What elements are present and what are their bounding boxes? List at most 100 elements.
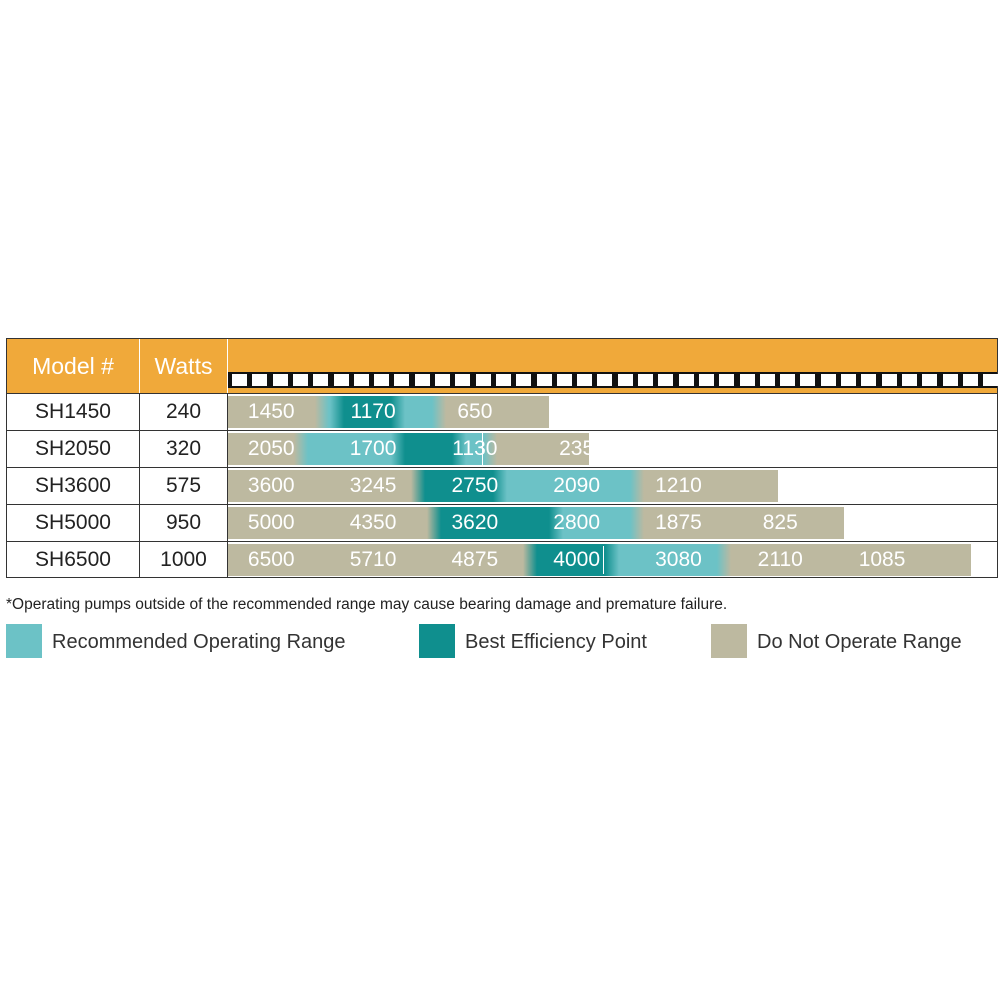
flow-label: 6500 <box>247 548 295 571</box>
do-not-operate-segment <box>228 433 295 465</box>
flow-label: 1210 <box>655 474 702 497</box>
flow-label: 650 <box>457 400 493 423</box>
scale-tick <box>414 374 430 386</box>
flow-label: 2090 <box>553 474 601 497</box>
do-not-operate-segment <box>482 433 590 465</box>
scale-tick <box>922 374 938 386</box>
best-efficiency-segment <box>390 433 452 465</box>
scale-tick <box>556 374 572 386</box>
flow-label: 3600 <box>247 474 295 497</box>
watts-cell: 1000 <box>140 542 228 578</box>
recommended-range-segment <box>294 433 391 465</box>
model-cell: SH5000 <box>7 505 140 541</box>
table-row: SH1450 240 1450 1170 650 <box>7 393 997 430</box>
best-efficiency-segment <box>523 544 605 576</box>
scale-tick <box>435 374 450 386</box>
do-not-operate-segment <box>431 396 549 428</box>
watts-cell: 240 <box>140 394 228 430</box>
scale-tick <box>374 374 390 386</box>
scale-tick <box>638 374 653 386</box>
watts-cell: 950 <box>140 505 228 541</box>
scale-tick <box>780 374 796 386</box>
scale-tick <box>881 374 897 386</box>
recommended-range-segment <box>314 396 330 428</box>
scale-tick <box>658 374 674 386</box>
scale-tick <box>861 374 877 386</box>
scale-tick <box>739 374 755 386</box>
scale-tick <box>252 374 268 386</box>
table-row: SH6500 1000 6500 5710 4875 4000 3080 2110 1085 <box>7 541 997 578</box>
scale-tick-strip <box>228 372 999 388</box>
do-not-operate-segment <box>630 470 778 502</box>
table-row: SH3600 575 3600 3245 2750 2090 1210 <box>7 467 997 504</box>
scale-tick <box>577 374 593 386</box>
scale-tick <box>353 374 369 386</box>
best-efficiency-marker <box>602 546 604 574</box>
flow-range-bar: 5000 4350 3620 2800 1875 825 <box>228 507 844 539</box>
footnote: *Operating pumps outside of the recommen… <box>6 596 728 613</box>
flow-label: 2800 <box>553 511 601 534</box>
scale-tick <box>719 374 735 386</box>
scale-tick <box>292 374 308 386</box>
legend-label: Do Not Operate Range <box>757 631 962 653</box>
column-header-watts: Watts <box>140 339 228 393</box>
scale-tick <box>536 374 552 386</box>
flow-range-bar: 1450 1170 650 <box>228 396 549 428</box>
flow-label: 1700 <box>349 437 397 460</box>
watts-cell: 320 <box>140 431 228 467</box>
scale-tick <box>333 374 349 386</box>
flow-label: 235 <box>559 437 595 460</box>
scale-tick <box>983 374 999 386</box>
flow-label: 3080 <box>655 548 702 571</box>
column-header-flow-scale <box>228 339 999 393</box>
scale-tick <box>820 374 836 386</box>
flow-range-bar: 6500 5710 4875 4000 3080 2110 1085 <box>228 544 972 576</box>
model-cell: SH1450 <box>7 394 140 430</box>
flow-label: 5710 <box>349 548 397 571</box>
scale-tick <box>901 374 917 386</box>
flow-label: 2050 <box>247 437 295 460</box>
scale-tick <box>516 374 532 386</box>
scale-tick <box>455 374 471 386</box>
legend-label: Best Efficiency Point <box>465 631 647 653</box>
best-efficiency-segment <box>329 396 391 428</box>
best-efficiency-segment <box>426 507 549 539</box>
flow-label: 1450 <box>247 400 295 423</box>
scale-tick <box>617 374 633 386</box>
model-cell: SH2050 <box>7 431 140 467</box>
recommended-range-segment <box>492 470 631 502</box>
do-not-operate-segment <box>228 507 427 539</box>
scale-tick <box>272 374 288 386</box>
flow-label: 1130 <box>452 437 498 460</box>
scale-tick <box>962 374 978 386</box>
scale-tick <box>800 374 816 386</box>
do-not-operate-segment <box>228 544 524 576</box>
watts-cell: 575 <box>140 468 228 504</box>
flow-label: 4000 <box>553 548 601 571</box>
flow-label: 1170 <box>350 400 396 423</box>
scale-tick <box>698 374 714 386</box>
model-cell: SH6500 <box>7 542 140 578</box>
best-efficiency-segment <box>411 470 493 502</box>
flow-label: 3245 <box>349 474 397 497</box>
do-not-operate-segment <box>630 507 844 539</box>
legend-swatch <box>419 624 455 658</box>
flow-label: 4875 <box>451 548 499 571</box>
recommended-range-segment <box>548 507 631 539</box>
scale-tick <box>394 374 410 386</box>
scale-tick <box>597 374 613 386</box>
recommended-range-segment <box>604 544 717 576</box>
legend-label: Recommended Operating Range <box>52 631 346 653</box>
scale-tick <box>759 374 775 386</box>
recommended-range-segment <box>390 396 432 428</box>
flow-range-bar: 2050 1700 1130 235 <box>228 433 594 465</box>
do-not-operate-segment <box>228 470 412 502</box>
scale-tick <box>313 374 329 386</box>
flow-label: 4350 <box>349 511 397 534</box>
flow-label: 1085 <box>858 548 906 571</box>
scale-tick <box>841 374 856 386</box>
flow-label: 2110 <box>757 548 803 571</box>
legend-swatch <box>6 624 42 658</box>
recommended-range-segment <box>451 433 483 465</box>
scale-tick <box>495 374 511 386</box>
